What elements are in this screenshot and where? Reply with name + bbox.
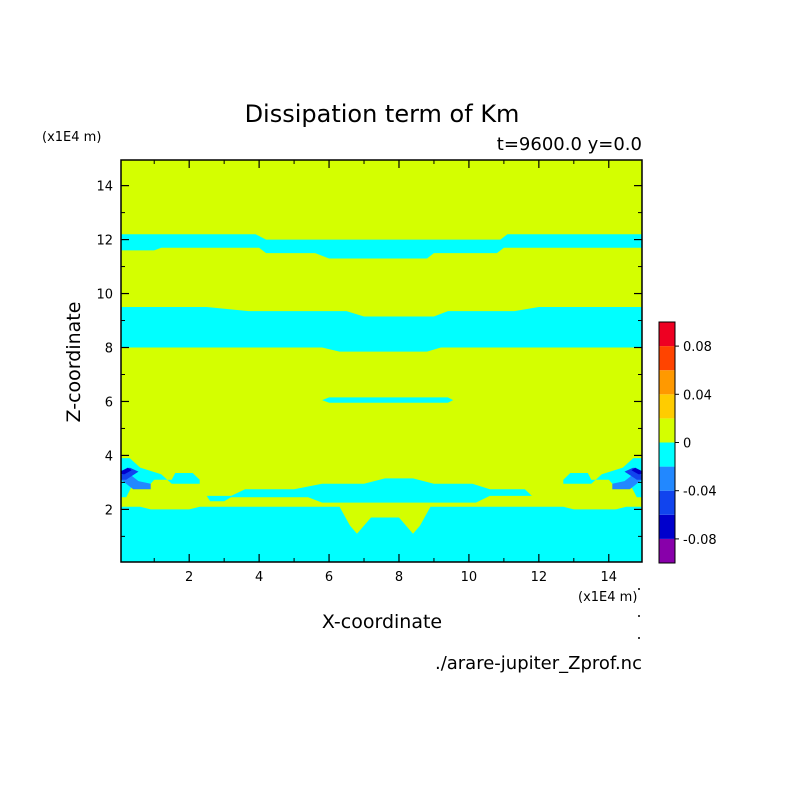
x-tick-label: 8 bbox=[395, 570, 403, 585]
y-tick-label: 6 bbox=[105, 395, 113, 410]
y-tick-label: 12 bbox=[96, 234, 113, 249]
colorbar-tick-label: -0.04 bbox=[683, 485, 717, 500]
x-tick-label: 10 bbox=[461, 570, 478, 585]
y-tick-label: 8 bbox=[105, 342, 113, 357]
colorbar-swatch bbox=[659, 418, 675, 443]
colorbar-swatch bbox=[659, 442, 675, 467]
contour-region-8 bbox=[121, 467, 132, 475]
x-tick-label: 2 bbox=[185, 570, 193, 585]
contour-region-1 bbox=[206, 478, 532, 503]
corner-dot bbox=[638, 615, 640, 617]
colorbar-tick-label: 0.08 bbox=[683, 340, 712, 355]
y-unit-label: (x1E4 m) bbox=[42, 130, 101, 145]
contour-region-12 bbox=[121, 234, 642, 259]
corner-dot bbox=[638, 637, 640, 639]
corner-markers bbox=[638, 588, 640, 639]
x-axis-ticks: 2 4 6 8 10 12 14 bbox=[153, 160, 618, 585]
x-axis-label: X-coordinate bbox=[322, 611, 442, 633]
chart-title: Dissipation term of Km bbox=[245, 100, 520, 128]
colorbar-swatch bbox=[659, 346, 675, 371]
corner-dot bbox=[638, 588, 640, 590]
colorbar-swatch bbox=[659, 322, 675, 347]
y-axis-label: Z-coordinate bbox=[63, 302, 85, 423]
plot-area bbox=[120, 159, 643, 563]
source-filename: ./arare-jupiter_Zprof.nc bbox=[435, 653, 642, 674]
colorbar-tick-label: -0.08 bbox=[683, 533, 717, 548]
contour-region-10 bbox=[322, 397, 454, 403]
colorbar-swatch bbox=[659, 514, 675, 539]
colorbar: -0.08 -0.04 0 0.04 0.08 bbox=[658, 321, 717, 564]
colorbar-swatch bbox=[659, 394, 675, 419]
y-tick-label: 14 bbox=[96, 180, 113, 195]
x-tick-label: 6 bbox=[325, 570, 333, 585]
contour-region-7 bbox=[624, 467, 642, 480]
x-tick-label: 12 bbox=[531, 570, 548, 585]
contour-region-0 bbox=[121, 506, 642, 562]
contour-region-11 bbox=[121, 307, 642, 352]
y-axis-ticks: 2 4 6 8 10 12 14 bbox=[96, 180, 642, 537]
y-tick-label: 4 bbox=[105, 449, 113, 464]
colorbar-swatch bbox=[659, 370, 675, 395]
chart-subtitle: t=9600.0 y=0.0 bbox=[497, 134, 642, 155]
x-tick-label: 14 bbox=[601, 570, 618, 585]
colorbar-swatch bbox=[659, 466, 675, 491]
contour-region-3 bbox=[563, 458, 642, 498]
colorbar-swatch bbox=[659, 490, 675, 515]
colorbar-tick-label: 0.04 bbox=[683, 388, 712, 403]
plot-frame bbox=[120, 159, 643, 563]
colorbar-swatch bbox=[659, 538, 675, 563]
y-tick-label: 10 bbox=[96, 288, 113, 303]
contour-region-2 bbox=[121, 458, 200, 498]
x-unit-label: (x1E4 m) bbox=[578, 590, 637, 605]
y-tick-label: 2 bbox=[105, 503, 113, 518]
contour-region-6 bbox=[121, 467, 139, 480]
colorbar-tick-label: 0 bbox=[683, 437, 691, 452]
contour-region-9 bbox=[631, 467, 642, 475]
x-tick-label: 4 bbox=[255, 570, 263, 585]
